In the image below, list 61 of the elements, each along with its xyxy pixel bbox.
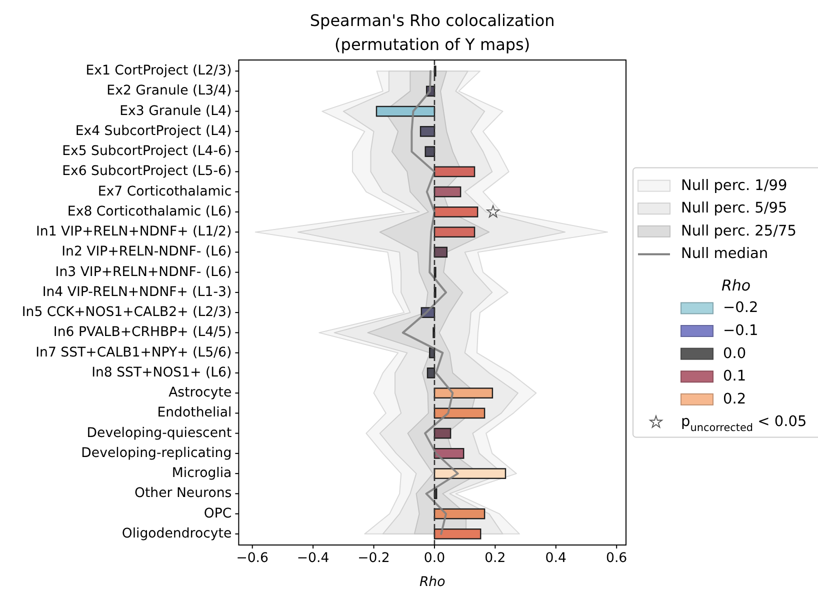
legend-label: 0.2 bbox=[723, 391, 746, 408]
legend-label: 0.1 bbox=[723, 368, 746, 385]
legend-label: −0.1 bbox=[723, 323, 758, 339]
y-tick-label: Ex6 SubcortProject (L5-6) bbox=[62, 164, 232, 180]
x-tick-label: −0.4 bbox=[296, 551, 330, 566]
bar bbox=[420, 126, 436, 137]
x-tick-label: 0.4 bbox=[545, 551, 566, 566]
y-tick-label: In5 CCK+NOS1+CALB2+ (L2/3) bbox=[22, 305, 232, 320]
x-tick-label: 0.2 bbox=[484, 551, 506, 566]
y-tick-label: Developing-quiescent bbox=[86, 426, 232, 441]
y-tick-label: In4 VIP-RELN+NDNF+ (L1-3) bbox=[42, 284, 232, 300]
y-tick-label: In3 VIP+RELN+NDNF- (L6) bbox=[55, 264, 232, 280]
legend-label: Null perc. 1/99 bbox=[681, 178, 788, 194]
bar bbox=[434, 408, 486, 419]
bar bbox=[434, 428, 452, 439]
bar bbox=[434, 468, 506, 479]
y-tick-label: Astrocyte bbox=[168, 386, 232, 401]
y-tick-label: In8 SST+NOS1+ (L6) bbox=[92, 365, 232, 380]
chart-title: Spearman's Rho colocalization bbox=[310, 11, 555, 30]
bar bbox=[376, 106, 436, 117]
y-tick-label: In1 VIP+RELN+NDNF+ (L1/2) bbox=[36, 224, 232, 240]
legend-label: Null perc. 5/95 bbox=[681, 200, 788, 217]
bar bbox=[434, 388, 494, 398]
legend-title: Rho bbox=[722, 276, 751, 294]
legend-label: 0.0 bbox=[723, 346, 746, 362]
y-tick-label: Ex7 Corticothalamic bbox=[98, 184, 232, 200]
bar bbox=[434, 186, 462, 198]
legend-label: −0.2 bbox=[723, 300, 758, 316]
y-tick-label: Ex5 SubcortProject (L4-6) bbox=[62, 144, 232, 160]
legend-label: p$_{uncorrected}$ < 0.05 bbox=[681, 414, 807, 434]
y-tick-label: Ex2 Granule (L3/4) bbox=[106, 84, 232, 99]
x-tick-label: 0.6 bbox=[606, 551, 628, 566]
chart-subtitle: (permutation of Y maps) bbox=[334, 35, 530, 54]
y-tick-label: Ex4 SubcortProject (L4) bbox=[75, 124, 232, 139]
x-tick-label: −0.6 bbox=[236, 551, 269, 566]
x-tick-label: 0.0 bbox=[424, 551, 446, 566]
bar bbox=[434, 206, 478, 218]
legend-label: Null perc. 25/75 bbox=[681, 223, 796, 240]
bar bbox=[426, 368, 436, 378]
y-tick-label: Ex8 Corticothalamic (L6) bbox=[67, 204, 232, 220]
y-tick-label: In7 SST+CALB1+NPY+ (L5/6) bbox=[36, 345, 232, 360]
x-axis-title: Rho bbox=[419, 575, 446, 590]
y-tick-label: OPC bbox=[204, 506, 232, 522]
y-tick-label: Ex3 Granule (L4) bbox=[120, 104, 232, 119]
bar bbox=[434, 246, 448, 258]
y-tick-label: Endothelial bbox=[157, 406, 232, 421]
bar bbox=[434, 166, 476, 178]
bar bbox=[424, 146, 436, 157]
legend-label: Null median bbox=[681, 246, 768, 262]
y-tick-label: Other Neurons bbox=[134, 486, 232, 502]
bar bbox=[434, 528, 482, 540]
bar bbox=[434, 508, 486, 520]
bar bbox=[434, 448, 464, 459]
bar bbox=[434, 226, 476, 238]
y-tick-label: In2 VIP+RELN-NDNF- (L6) bbox=[62, 244, 232, 260]
y-tick-label: Developing-replicating bbox=[81, 446, 232, 461]
y-tick-label: In6 PVALB+CRHBP+ (L4/5) bbox=[53, 325, 232, 340]
y-tick-label: Microglia bbox=[172, 466, 232, 482]
y-tick-label: Oligodendrocyte bbox=[122, 526, 232, 542]
y-tick-label: Ex1 CortProject (L2/3) bbox=[86, 64, 232, 79]
x-tick-label: −0.2 bbox=[358, 551, 390, 566]
